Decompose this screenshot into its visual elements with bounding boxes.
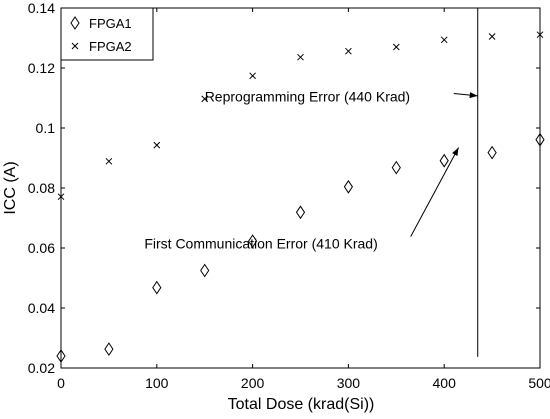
x-tick-label: 200 bbox=[241, 375, 265, 391]
y-tick-labels: 0.02 0.04 0.06 0.08 0.1 0.12 0.14 bbox=[28, 0, 55, 376]
data-point bbox=[343, 179, 354, 194]
x-tick-label: 100 bbox=[145, 375, 169, 391]
y-tick-label: 0.1 bbox=[36, 120, 56, 136]
legend: FPGA1 FPGA2 bbox=[60, 7, 154, 61]
y-tick-label: 0.06 bbox=[28, 240, 55, 256]
y-tick-label: 0.14 bbox=[28, 0, 55, 16]
data-point bbox=[201, 95, 209, 103]
legend-marker bbox=[70, 16, 80, 30]
data-point bbox=[247, 234, 258, 249]
annotation-arrowhead bbox=[452, 147, 459, 156]
x-tick-label: 500 bbox=[528, 375, 550, 391]
legend-label: FPGA2 bbox=[89, 39, 132, 54]
data-point bbox=[104, 342, 114, 357]
legend-marker bbox=[71, 42, 79, 50]
data-point bbox=[297, 53, 304, 61]
annotation-arrow-line bbox=[410, 147, 460, 237]
data-point bbox=[56, 349, 66, 363]
data-point bbox=[249, 72, 256, 80]
y-tick-label: 0.04 bbox=[28, 300, 55, 316]
y-axis-label: ICC (A) bbox=[2, 161, 19, 214]
data-point bbox=[200, 263, 210, 278]
x-tick-labels: 0 100 200 300 400 500 bbox=[57, 375, 550, 391]
data-point bbox=[487, 145, 497, 160]
annotation-label: Reprogramming Error (440 Krad) bbox=[205, 89, 410, 105]
data-point bbox=[439, 153, 449, 168]
y-tick-label: 0.12 bbox=[28, 60, 55, 76]
x-tick-label: 300 bbox=[337, 375, 361, 391]
data-series bbox=[56, 31, 545, 363]
x-tick-label: 400 bbox=[433, 375, 457, 391]
x-tick-label: 0 bbox=[57, 375, 65, 391]
annotation-arrowhead bbox=[469, 92, 478, 99]
x-axis-label: Total Dose (krad(Si)) bbox=[228, 396, 375, 413]
annotations: Reprogramming Error (440 Krad) First Comm… bbox=[144, 89, 478, 252]
series-FPGA1 bbox=[56, 132, 545, 363]
data-point bbox=[57, 193, 65, 201]
data-point bbox=[536, 31, 544, 39]
data-point bbox=[488, 33, 496, 40]
series-FPGA2 bbox=[57, 31, 544, 201]
data-point bbox=[440, 36, 448, 44]
plot-area bbox=[60, 7, 541, 369]
annotation-label: First Communication Error (410 Krad) bbox=[144, 236, 377, 252]
data-point bbox=[392, 43, 400, 51]
data-point bbox=[152, 280, 162, 295]
legend-label: FPGA1 bbox=[89, 16, 132, 31]
y-tick-label: 0.08 bbox=[28, 180, 55, 196]
data-point bbox=[153, 141, 161, 149]
data-point bbox=[391, 160, 401, 175]
data-point bbox=[295, 205, 306, 220]
data-point bbox=[535, 132, 545, 147]
data-point bbox=[105, 157, 113, 165]
legend-box bbox=[60, 7, 154, 61]
data-point bbox=[345, 47, 352, 55]
y-tick-label: 0.02 bbox=[28, 360, 55, 376]
